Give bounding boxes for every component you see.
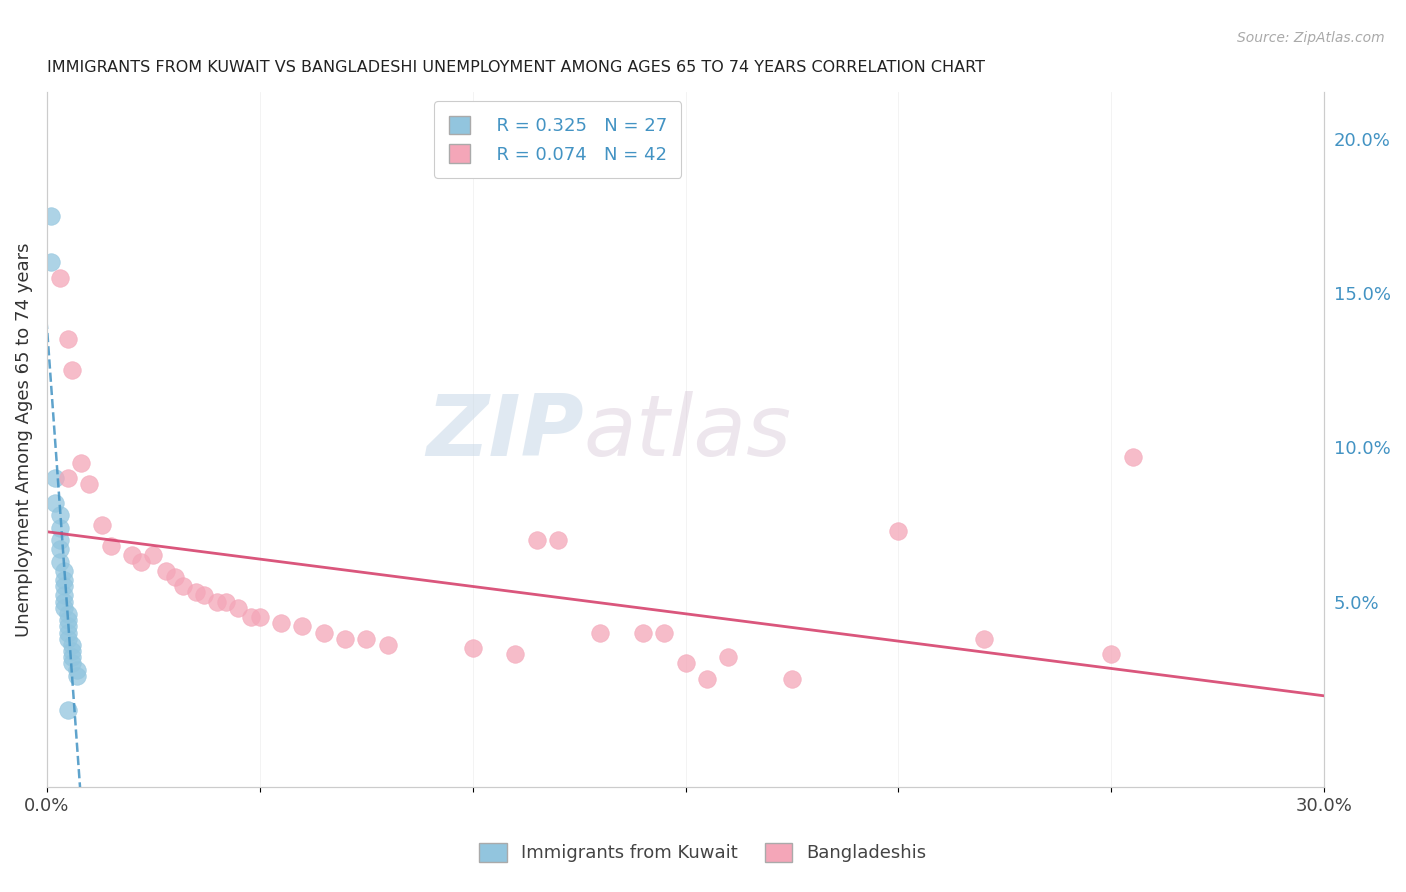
Point bbox=[66, 663, 89, 677]
Point bbox=[91, 517, 114, 532]
Point bbox=[163, 570, 186, 584]
Point bbox=[240, 610, 263, 624]
Point bbox=[228, 600, 250, 615]
Point bbox=[717, 650, 740, 665]
Point bbox=[52, 595, 75, 609]
Point bbox=[652, 625, 675, 640]
Point bbox=[675, 657, 697, 671]
Point bbox=[631, 625, 654, 640]
Y-axis label: Unemployment Among Ages 65 to 74 years: Unemployment Among Ages 65 to 74 years bbox=[15, 243, 32, 637]
Point bbox=[291, 619, 314, 633]
Point bbox=[142, 549, 165, 563]
Legend: Immigrants from Kuwait, Bangladeshis: Immigrants from Kuwait, Bangladeshis bbox=[472, 836, 934, 870]
Text: ZIP: ZIP bbox=[426, 392, 583, 475]
Point bbox=[589, 625, 612, 640]
Point bbox=[461, 640, 484, 655]
Text: Source: ZipAtlas.com: Source: ZipAtlas.com bbox=[1237, 31, 1385, 45]
Point bbox=[52, 589, 75, 603]
Point bbox=[62, 363, 84, 377]
Point bbox=[62, 644, 84, 658]
Point bbox=[377, 638, 399, 652]
Point bbox=[354, 632, 377, 646]
Point bbox=[547, 533, 569, 547]
Point bbox=[39, 209, 62, 223]
Point bbox=[56, 613, 79, 627]
Point bbox=[48, 555, 70, 569]
Point bbox=[887, 524, 910, 538]
Point bbox=[56, 625, 79, 640]
Point bbox=[270, 616, 292, 631]
Point bbox=[333, 632, 356, 646]
Point bbox=[312, 625, 335, 640]
Point bbox=[121, 549, 143, 563]
Point bbox=[79, 477, 101, 491]
Point bbox=[62, 657, 84, 671]
Point bbox=[70, 456, 93, 470]
Point bbox=[56, 619, 79, 633]
Point bbox=[66, 669, 89, 683]
Point bbox=[503, 647, 526, 661]
Point bbox=[193, 589, 215, 603]
Point bbox=[56, 332, 79, 346]
Point bbox=[1099, 647, 1122, 661]
Point bbox=[48, 533, 70, 547]
Point bbox=[48, 520, 70, 534]
Point bbox=[56, 607, 79, 621]
Point bbox=[1122, 450, 1144, 464]
Point bbox=[56, 471, 79, 485]
Point bbox=[205, 595, 228, 609]
Point bbox=[215, 595, 238, 609]
Point bbox=[48, 508, 70, 523]
Point bbox=[155, 564, 177, 578]
Point bbox=[52, 573, 75, 587]
Point bbox=[44, 471, 66, 485]
Point bbox=[172, 579, 194, 593]
Point bbox=[48, 270, 70, 285]
Point bbox=[52, 564, 75, 578]
Point bbox=[39, 255, 62, 269]
Point bbox=[973, 632, 995, 646]
Point bbox=[100, 539, 122, 553]
Point bbox=[129, 555, 152, 569]
Point bbox=[52, 600, 75, 615]
Point bbox=[52, 579, 75, 593]
Legend:   R = 0.325   N = 27,   R = 0.074   N = 42: R = 0.325 N = 27, R = 0.074 N = 42 bbox=[434, 102, 682, 178]
Point bbox=[44, 496, 66, 510]
Text: IMMIGRANTS FROM KUWAIT VS BANGLADESHI UNEMPLOYMENT AMONG AGES 65 TO 74 YEARS COR: IMMIGRANTS FROM KUWAIT VS BANGLADESHI UN… bbox=[46, 60, 984, 75]
Point bbox=[526, 533, 548, 547]
Point bbox=[56, 703, 79, 717]
Point bbox=[184, 585, 207, 599]
Point bbox=[696, 672, 718, 686]
Point bbox=[48, 542, 70, 557]
Point bbox=[56, 632, 79, 646]
Text: atlas: atlas bbox=[583, 392, 792, 475]
Point bbox=[780, 672, 803, 686]
Point bbox=[62, 638, 84, 652]
Point bbox=[62, 650, 84, 665]
Point bbox=[249, 610, 271, 624]
